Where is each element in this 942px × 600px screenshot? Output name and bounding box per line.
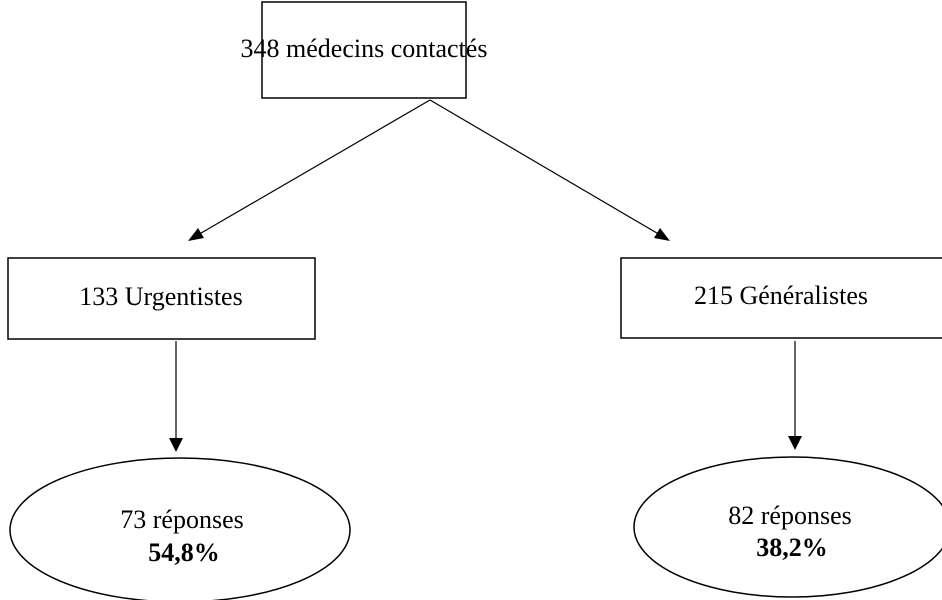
left-box: [7, 257, 316, 340]
right-ellipse: [633, 456, 942, 598]
right-percent: 38,2%: [756, 533, 828, 562]
arrowhead: [188, 228, 204, 241]
left-ellipse: [9, 457, 351, 600]
arrow-right: [429, 99, 663, 237]
root-label: 348 médecins contactés: [241, 34, 488, 63]
left-percent: 54,8%: [148, 538, 220, 567]
left-label: 133 Urgentistes: [79, 282, 242, 311]
right-result: 82 réponses: [728, 501, 851, 530]
arrow-left: [195, 99, 431, 237]
arrowhead: [788, 436, 802, 450]
arrowhead: [169, 438, 183, 452]
right-label: 215 Généralistes: [694, 281, 868, 310]
root-box: [261, 1, 467, 99]
arrowhead: [654, 228, 670, 241]
left-result: 73 réponses: [120, 505, 243, 534]
right-box: [620, 257, 942, 339]
